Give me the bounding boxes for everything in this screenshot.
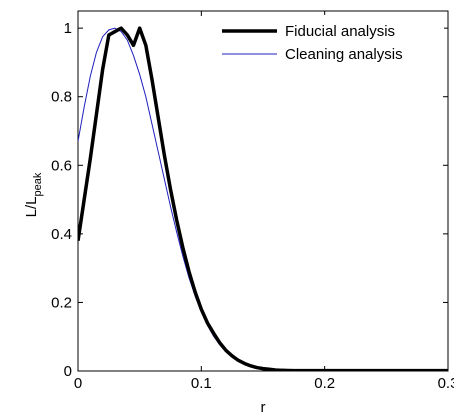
y-axis-label-main: L/L <box>23 197 40 218</box>
y-axis-label: L/Lpeak <box>23 172 44 217</box>
legend-label-fiducial: Fiducial analysis <box>285 23 395 40</box>
x-tick-label: 0.2 <box>314 375 335 392</box>
y-axis-label-sub: peak <box>32 172 44 196</box>
y-tick-label: 0.6 <box>51 157 72 174</box>
x-tick-label: 0.1 <box>191 375 212 392</box>
legend: Fiducial analysis Cleaning analysis <box>211 15 444 67</box>
x-tick-label: 0.3 <box>438 375 454 392</box>
y-tick-label: 1 <box>64 20 72 37</box>
y-tick-label: 0.8 <box>51 89 72 106</box>
y-tick-label: 0.4 <box>51 226 72 243</box>
x-axis-label: r <box>261 399 266 414</box>
x-tick-label: 0 <box>74 375 82 392</box>
svg-text:L/Lpeak: L/Lpeak <box>23 172 44 217</box>
y-tick-label: 0 <box>64 363 72 380</box>
legend-box <box>211 15 444 67</box>
y-tick-label: 0.2 <box>51 294 72 311</box>
legend-label-cleaning: Cleaning analysis <box>285 46 403 63</box>
plot-area <box>77 10 449 372</box>
series-line-fiducial <box>78 26 448 371</box>
